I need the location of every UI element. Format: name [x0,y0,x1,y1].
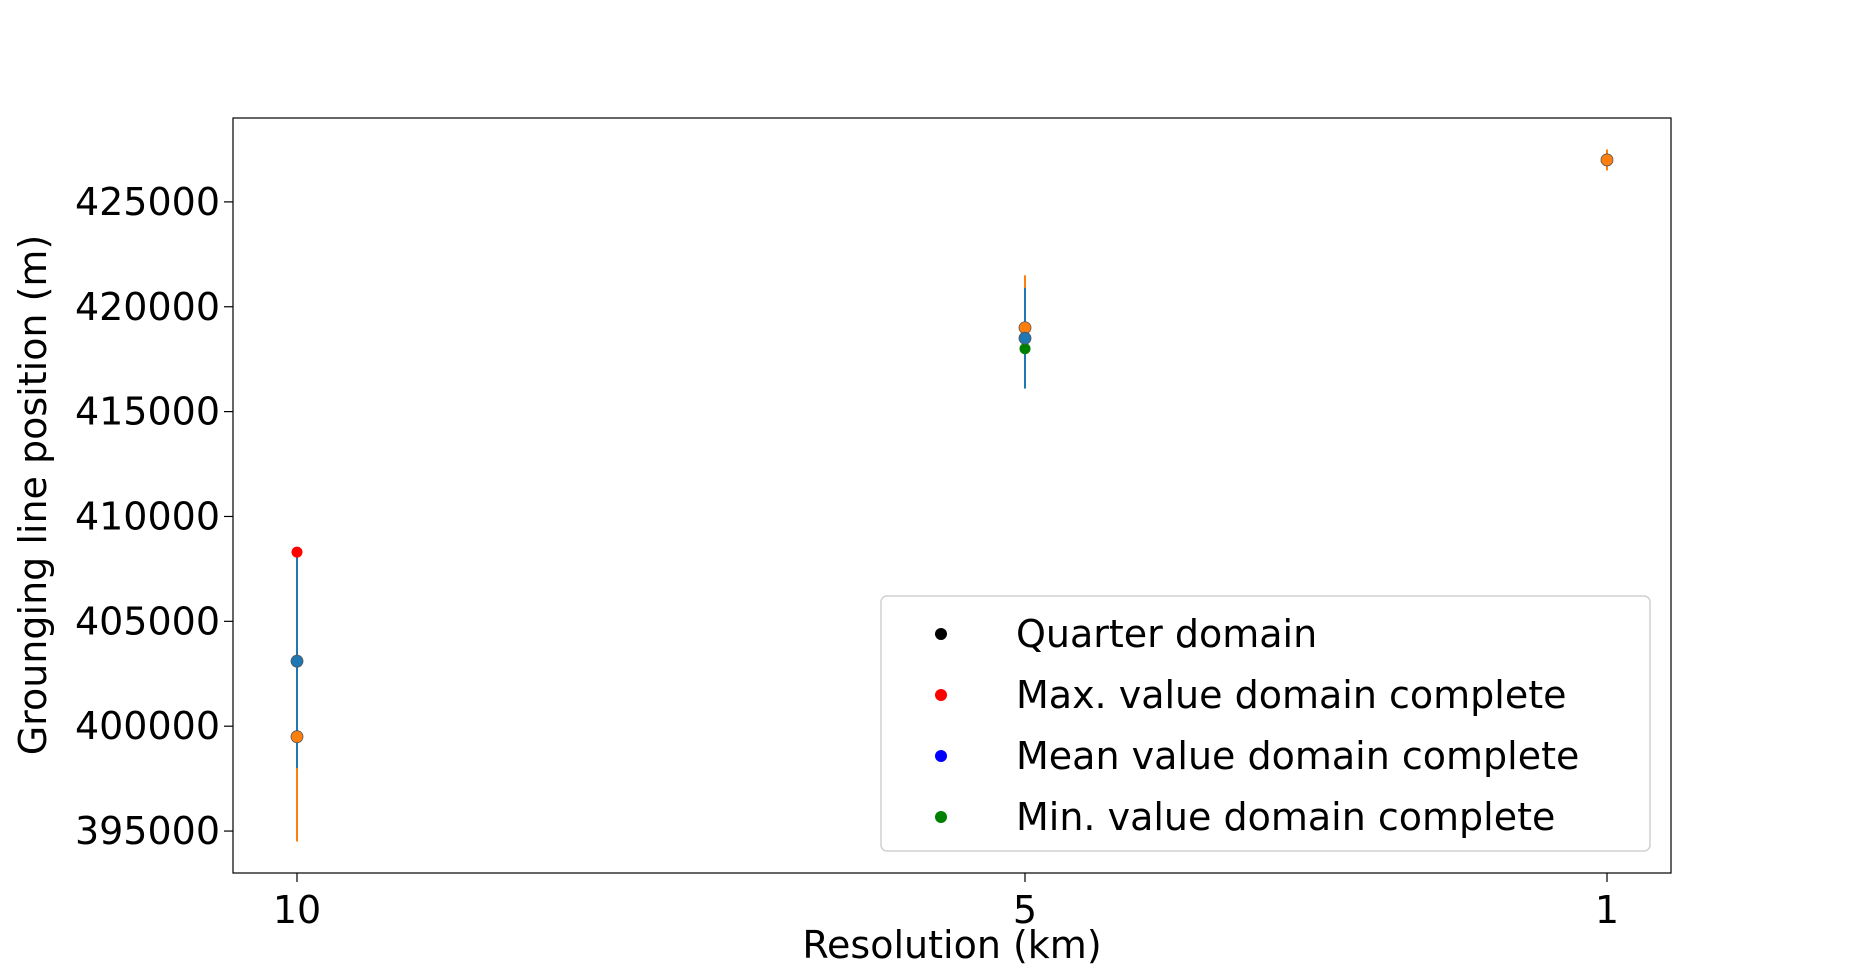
y-tick-label: 410000 [75,494,220,538]
legend-marker [935,750,947,762]
x-axis-label: Resolution (km) [802,923,1101,967]
legend-marker [935,689,947,701]
legend-label: Quarter domain [1016,612,1317,656]
y-tick-label: 400000 [75,704,220,748]
overlay-point [1600,153,1614,167]
legend-marker [935,811,947,823]
legend: Quarter domain Max. value domain complete… [880,595,1651,852]
legend-label: Max. value domain complete [1016,673,1566,717]
y-tick-label: 415000 [75,390,220,434]
y-tick-label: 405000 [75,599,220,643]
plot-frame [232,117,1672,874]
y-tick-label: 395000 [75,809,220,853]
y-axis: 395000 400000 405000 410000 415000 420000 4250… [75,180,233,853]
x-tick-label: 10 [273,888,321,932]
y-tick-label: 420000 [75,285,220,329]
data-point [1019,343,1031,355]
legend-label: Min. value domain complete [1016,795,1555,839]
data-point [291,546,303,558]
overlay-point [290,654,304,668]
overlay-point [1018,331,1032,345]
x-axis: 10 5 1 [273,873,1619,932]
legend-marker [935,628,947,640]
legend-box [880,595,1651,852]
x-tick-label: 5 [1013,888,1037,932]
legend-label: Mean value domain complete [1016,734,1579,778]
x-tick-label: 1 [1595,888,1619,932]
data-points [290,153,1614,744]
y-axis-label: Grounging line position (m) [11,235,55,756]
y-tick-label: 425000 [75,180,220,224]
overlay-point [290,730,304,744]
